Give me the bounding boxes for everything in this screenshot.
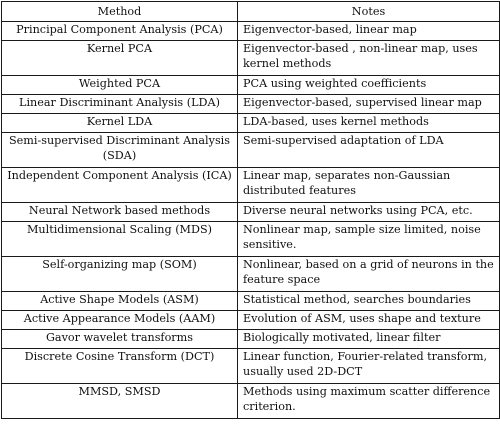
notes-cell: Evolution of ASM, uses shape and texture (237, 310, 500, 330)
method-cell: Multidimensional Scaling (MDS) (1, 221, 238, 257)
table-row: Discrete Cosine Transform (DCT) Linear f… (1, 348, 500, 384)
table-row: Linear Discriminant Analysis (LDA) Eigen… (1, 94, 500, 114)
notes-cell: Biologically motivated, linear filter (237, 329, 500, 349)
methods-table: Method Notes Principal Component Analysi… (1, 1, 500, 419)
method-cell: Semi-supervised Discriminant Analysis (S… (1, 132, 238, 168)
notes-cell: Linear map, separates non-Gaussian distr… (237, 167, 500, 203)
method-cell: Principal Component Analysis (PCA) (1, 21, 238, 41)
notes-cell: Semi-supervised adaptation of LDA (237, 132, 500, 168)
table-row: Principal Component Analysis (PCA) Eigen… (1, 21, 500, 41)
table-row: Gavor wavelet transforms Biologically mo… (1, 329, 500, 349)
method-cell: Weighted PCA (1, 75, 238, 95)
table-row: Kernel LDA LDA-based, uses kernel method… (1, 113, 500, 133)
table-row: Semi-supervised Discriminant Analysis (S… (1, 132, 500, 168)
method-cell: Neural Network based methods (1, 202, 238, 222)
notes-cell: PCA using weighted coefficients (237, 75, 500, 95)
notes-cell: Statistical method, searches boundaries (237, 291, 500, 311)
table-row: Active Shape Models (ASM) Statistical me… (1, 291, 500, 311)
notes-cell: LDA-based, uses kernel methods (237, 113, 500, 133)
notes-cell: Diverse neural networks using PCA, etc. (237, 202, 500, 222)
table-body: Principal Component Analysis (PCA) Eigen… (1, 21, 500, 419)
header-method: Method (1, 1, 238, 22)
notes-cell: Methods using maximum scatter difference… (237, 383, 500, 419)
notes-cell: Nonlinear map, sample size limited, nois… (237, 221, 500, 257)
method-cell: Active Shape Models (ASM) (1, 291, 238, 311)
notes-cell: Linear function, Fourier-related transfo… (237, 348, 500, 384)
header-row: Method Notes (1, 1, 500, 22)
header-notes: Notes (237, 1, 500, 22)
table-row: Independent Component Analysis (ICA) Lin… (1, 167, 500, 203)
table-row: Neural Network based methods Diverse neu… (1, 202, 500, 222)
method-cell: Independent Component Analysis (ICA) (1, 167, 238, 203)
method-cell: Kernel PCA (1, 40, 238, 76)
table-row: Multidimensional Scaling (MDS) Nonlinear… (1, 221, 500, 257)
notes-cell: Eigenvector-based, linear map (237, 21, 500, 41)
method-cell: Self-organizing map (SOM) (1, 256, 238, 292)
table-row: Weighted PCA PCA using weighted coeffici… (1, 75, 500, 95)
table-row: Active Appearance Models (AAM) Evolution… (1, 310, 500, 330)
method-cell: Discrete Cosine Transform (DCT) (1, 348, 238, 384)
table-row: Self-organizing map (SOM) Nonlinear, bas… (1, 256, 500, 292)
method-cell: Kernel LDA (1, 113, 238, 133)
table-row: MMSD, SMSD Methods using maximum scatter… (1, 383, 500, 419)
notes-cell: Eigenvector-based , non-linear map, uses… (237, 40, 500, 76)
notes-cell: Eigenvector-based, supervised linear map (237, 94, 500, 114)
method-cell: Linear Discriminant Analysis (LDA) (1, 94, 238, 114)
method-cell: Active Appearance Models (AAM) (1, 310, 238, 330)
method-cell: Gavor wavelet transforms (1, 329, 238, 349)
notes-cell: Nonlinear, based on a grid of neurons in… (237, 256, 500, 292)
table-header: Method Notes (1, 1, 500, 22)
method-cell: MMSD, SMSD (1, 383, 238, 419)
table-row: Kernel PCA Eigenvector-based , non-linea… (1, 40, 500, 76)
